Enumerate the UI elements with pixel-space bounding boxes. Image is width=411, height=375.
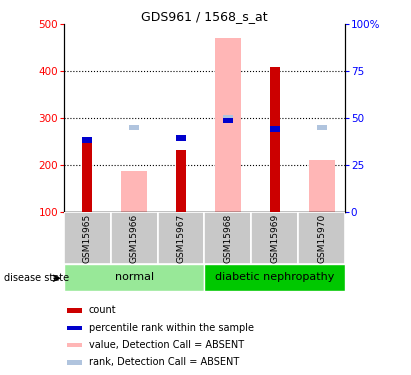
Text: diabetic nephropathy: diabetic nephropathy [215,273,335,282]
Bar [223,118,233,123]
Bar [121,171,147,212]
Bar [82,137,92,143]
Bar [205,212,252,264]
Bar [270,126,280,132]
Text: GSM15967: GSM15967 [176,213,185,263]
Bar [67,343,82,347]
Text: GSM15970: GSM15970 [317,213,326,263]
Bar [82,142,92,212]
Bar [205,264,345,291]
Bar [252,212,298,264]
Bar [309,160,335,212]
Bar [64,264,205,291]
Bar [67,308,82,313]
Bar [215,39,241,212]
Bar [223,116,233,121]
Text: value, Detection Call = ABSENT: value, Detection Call = ABSENT [89,340,244,350]
Bar [176,150,186,212]
Text: disease state: disease state [4,273,69,283]
Title: GDS961 / 1568_s_at: GDS961 / 1568_s_at [141,10,268,23]
Bar [270,67,280,212]
Bar [176,135,186,141]
Bar [129,124,139,130]
Text: GSM15968: GSM15968 [224,213,233,263]
Text: count: count [89,305,117,315]
Text: normal: normal [115,273,154,282]
Text: rank, Detection Call = ABSENT: rank, Detection Call = ABSENT [89,357,239,368]
Bar [64,212,111,264]
Bar [316,124,327,130]
Text: percentile rank within the sample: percentile rank within the sample [89,323,254,333]
Text: GSM15969: GSM15969 [270,213,279,263]
Text: GSM15965: GSM15965 [83,213,92,263]
Bar [67,360,82,364]
Bar [67,326,82,330]
Bar [157,212,205,264]
Bar [111,212,157,264]
Text: GSM15966: GSM15966 [129,213,139,263]
Bar [298,212,345,264]
